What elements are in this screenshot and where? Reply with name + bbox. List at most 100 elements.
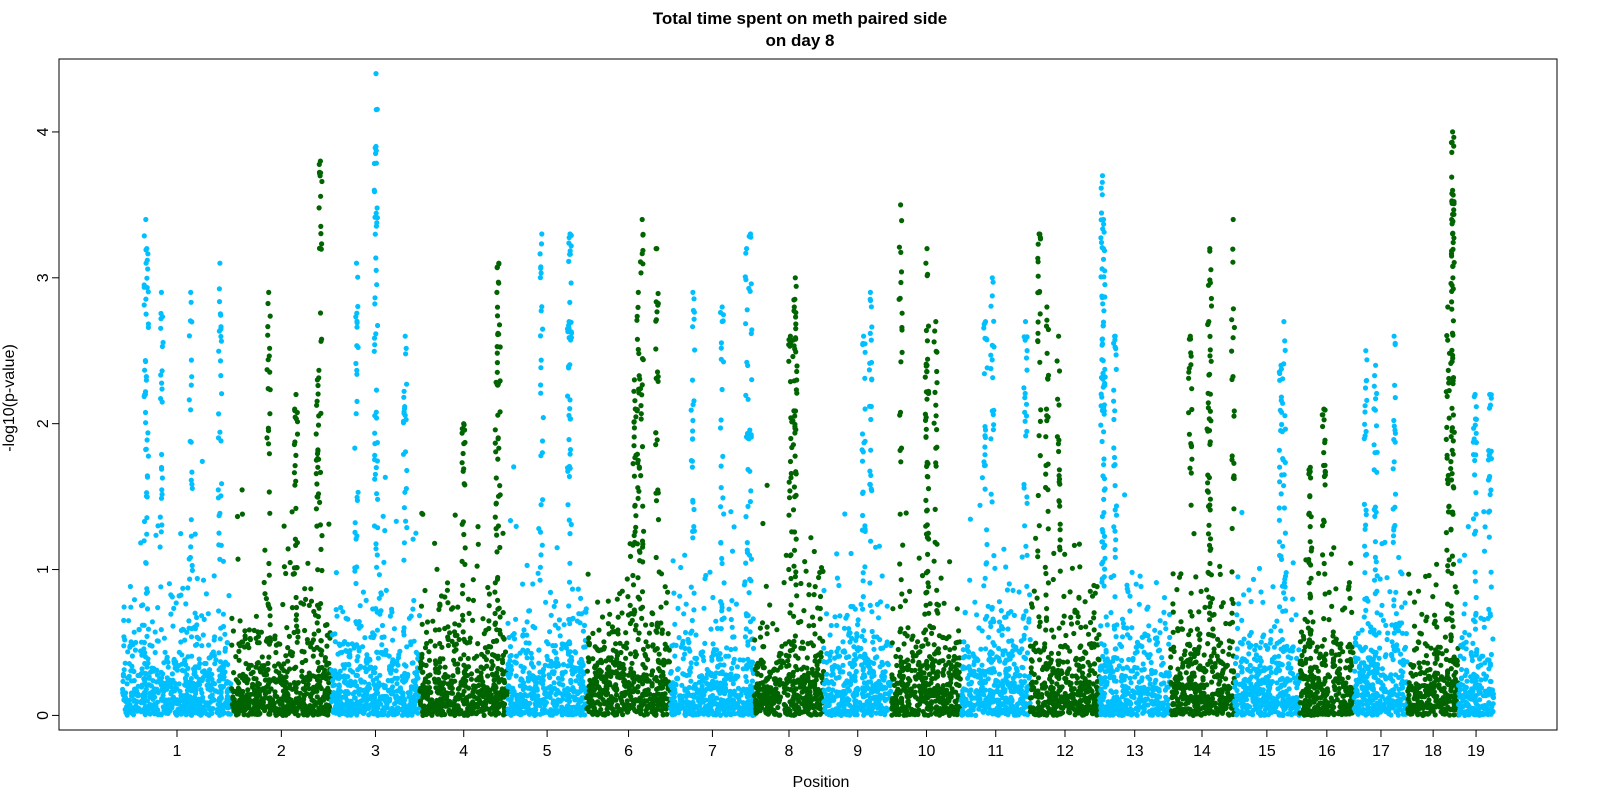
snp-point bbox=[165, 703, 171, 709]
snp-point bbox=[352, 445, 358, 451]
snp-point bbox=[145, 430, 151, 436]
snp-point bbox=[403, 351, 409, 357]
snp-point bbox=[650, 696, 656, 702]
snp-point bbox=[682, 629, 689, 636]
snp-point bbox=[361, 710, 367, 717]
snp-point bbox=[653, 299, 659, 305]
snp-point bbox=[521, 627, 527, 633]
snp-point bbox=[505, 665, 511, 672]
snp-point bbox=[722, 685, 729, 691]
snp-point bbox=[316, 605, 322, 611]
snp-point bbox=[182, 657, 188, 663]
snp-point bbox=[537, 529, 544, 535]
snp-point bbox=[275, 698, 281, 705]
snp-point bbox=[265, 357, 271, 363]
snp-point bbox=[189, 469, 195, 475]
peak-point bbox=[317, 158, 323, 164]
snp-point bbox=[175, 700, 181, 707]
snp-point bbox=[161, 660, 167, 666]
peak-point bbox=[143, 216, 149, 223]
snp-point bbox=[305, 681, 311, 687]
snp-point bbox=[688, 678, 694, 684]
snp-point bbox=[577, 689, 583, 695]
snp-point bbox=[529, 655, 535, 661]
snp-point bbox=[373, 331, 379, 337]
snp-point bbox=[314, 402, 320, 408]
snp-point bbox=[676, 635, 682, 641]
snp-point bbox=[764, 676, 770, 682]
snp-point bbox=[437, 640, 443, 647]
snp-point bbox=[283, 653, 289, 659]
snp-point bbox=[523, 640, 529, 646]
snp-point bbox=[555, 697, 561, 703]
snp-point bbox=[218, 333, 224, 340]
snp-point bbox=[498, 667, 505, 673]
snp-point bbox=[723, 653, 729, 659]
snp-point bbox=[401, 662, 408, 668]
snp-point bbox=[752, 666, 758, 673]
snp-point bbox=[760, 700, 766, 706]
snp-point bbox=[631, 434, 637, 440]
snp-point bbox=[199, 613, 205, 619]
snp-point bbox=[158, 584, 164, 590]
snp-point bbox=[653, 430, 659, 436]
snp-point bbox=[749, 377, 755, 383]
snp-point bbox=[360, 589, 366, 595]
snp-point bbox=[637, 259, 644, 265]
snp-point bbox=[348, 698, 354, 704]
snp-point bbox=[309, 640, 315, 646]
snp-point bbox=[352, 568, 358, 574]
snp-point bbox=[394, 658, 400, 665]
snp-point bbox=[690, 497, 696, 503]
snp-point bbox=[200, 704, 207, 710]
chr-6-points bbox=[584, 216, 673, 718]
snp-point bbox=[354, 343, 360, 349]
snp-point bbox=[538, 308, 544, 314]
snp-point bbox=[401, 557, 407, 563]
snp-point bbox=[708, 686, 714, 692]
snp-point bbox=[451, 657, 457, 664]
snp-point bbox=[265, 300, 271, 307]
snp-point bbox=[221, 674, 227, 680]
snp-point bbox=[861, 628, 867, 634]
snp-point bbox=[679, 694, 685, 701]
snp-point bbox=[524, 562, 530, 569]
snp-point bbox=[755, 660, 761, 667]
snp-point bbox=[198, 698, 204, 704]
snp-point bbox=[207, 654, 213, 661]
snp-point bbox=[397, 699, 403, 706]
snp-point bbox=[627, 692, 633, 698]
snp-point bbox=[612, 670, 618, 676]
snp-point bbox=[737, 657, 743, 663]
snp-point bbox=[575, 586, 581, 592]
snp-point bbox=[578, 595, 584, 602]
snp-point bbox=[806, 582, 812, 588]
snp-point bbox=[836, 653, 843, 659]
snp-point bbox=[661, 696, 667, 702]
snp-point bbox=[461, 652, 467, 658]
snp-point bbox=[495, 456, 501, 462]
snp-point bbox=[171, 605, 177, 612]
snp-point bbox=[638, 270, 644, 276]
snp-point bbox=[167, 680, 173, 686]
snp-point bbox=[513, 616, 519, 622]
snp-point bbox=[144, 531, 150, 537]
snp-point bbox=[373, 255, 379, 261]
snp-point bbox=[241, 696, 247, 702]
snp-point bbox=[442, 711, 448, 718]
snp-point bbox=[520, 633, 526, 639]
snp-point bbox=[456, 636, 462, 643]
snp-point bbox=[335, 651, 341, 657]
snp-point bbox=[794, 593, 800, 599]
snp-point bbox=[315, 391, 321, 397]
snp-point bbox=[255, 702, 261, 708]
snp-point bbox=[749, 678, 756, 684]
snp-point bbox=[719, 386, 725, 393]
snp-point bbox=[338, 688, 344, 695]
snp-point bbox=[614, 653, 621, 659]
snp-point bbox=[314, 523, 320, 529]
snp-point bbox=[454, 632, 460, 638]
chr-5-points bbox=[505, 231, 589, 719]
snp-point bbox=[370, 669, 377, 675]
snp-point bbox=[215, 487, 221, 493]
